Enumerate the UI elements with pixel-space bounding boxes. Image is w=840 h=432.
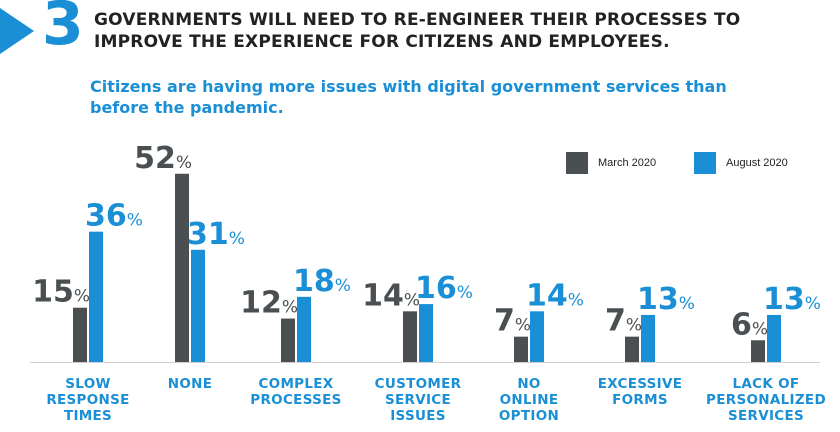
category-label-line: RESPONSE xyxy=(46,392,130,408)
category-label-line: CUSTOMER xyxy=(374,376,462,392)
data-label-august-none: 31% xyxy=(187,217,245,252)
data-label-march-customer-service-issues: 14% xyxy=(362,278,420,313)
category-label-slow-response-times: SLOW RESPONSE TIMES xyxy=(23,376,153,424)
chart-subtitle: Citizens are having more issues with dig… xyxy=(90,77,727,117)
bar-august-excessive-forms xyxy=(641,314,655,362)
section-number: 3 xyxy=(42,0,84,59)
category-label-line: EXCESSIVE xyxy=(597,376,683,392)
category-label-complex-processes: COMPLEX PROCESSES xyxy=(231,376,361,408)
data-label-march-none: 52% xyxy=(134,141,192,176)
category-label-line: ONLINE xyxy=(499,392,559,408)
bar-march-lack-of-personalized-services xyxy=(751,340,765,362)
data-label-august-no-online-option: 14% xyxy=(526,278,584,313)
data-label-august-excessive-forms: 13% xyxy=(637,282,695,317)
bar-march-slow-response-times xyxy=(73,307,87,362)
data-label-march-no-online-option: 7% xyxy=(494,304,531,339)
category-label-line: NO xyxy=(517,376,541,392)
legend-swatch-august xyxy=(694,152,716,174)
category-label-line: SLOW xyxy=(65,376,111,392)
bar-march-customer-service-issues xyxy=(403,311,417,362)
category-label-line: SERVICES xyxy=(727,408,805,424)
bar-august-no-online-option xyxy=(530,311,544,362)
data-label-march-slow-response-times: 15% xyxy=(32,275,90,310)
category-label-line: LACK OF xyxy=(732,376,800,392)
category-label-no-online-option: NO ONLINE OPTION xyxy=(464,376,594,424)
legend-swatch-march xyxy=(566,152,588,174)
category-label-line: OPTION xyxy=(498,408,560,424)
data-label-august-customer-service-issues: 16% xyxy=(415,271,473,306)
data-label-august-slow-response-times: 36% xyxy=(85,199,143,234)
bar-august-none xyxy=(191,249,205,362)
data-label-august-complex-processes: 18% xyxy=(293,264,351,299)
data-label-march-lack-of-personalized-services: 6% xyxy=(731,307,768,342)
data-label-august-lack-of-personalized-services: 13% xyxy=(763,282,821,317)
legend-label-march: March 2020 xyxy=(598,157,657,169)
bar-march-complex-processes xyxy=(281,318,295,362)
category-label-line: TIMES xyxy=(63,408,113,424)
category-label-excessive-forms: EXCESSIVE FORMS xyxy=(575,376,705,408)
bar-march-none xyxy=(175,173,189,362)
headline: GOVERNMENTS WILL NEED TO RE-ENGINEER THE… xyxy=(94,10,741,52)
category-label-line: FORMS xyxy=(612,392,668,408)
bar-march-excessive-forms xyxy=(625,336,639,362)
arrow-icon xyxy=(0,8,34,54)
bar-august-lack-of-personalized-services xyxy=(767,314,781,362)
category-label-line: ISSUES xyxy=(390,408,446,424)
category-label-line: SERVICE xyxy=(384,392,452,408)
category-label-none: NONE xyxy=(125,376,255,392)
legend-label-august: August 2020 xyxy=(726,157,788,169)
bar-august-customer-service-issues xyxy=(419,304,433,362)
category-label-line: PERSONALIZED xyxy=(706,392,826,408)
category-label-lack-of-personalized-services: LACK OF PERSONALIZED SERVICES xyxy=(701,376,831,424)
legend-item-march: March 2020 xyxy=(566,152,656,174)
category-label-line: PROCESSES xyxy=(250,392,342,408)
data-label-march-excessive-forms: 7% xyxy=(605,304,642,339)
category-label-line: COMPLEX xyxy=(258,376,334,392)
category-label-customer-service-issues: CUSTOMER SERVICE ISSUES xyxy=(353,376,483,424)
bar-august-complex-processes xyxy=(297,296,311,362)
bar-march-no-online-option xyxy=(514,336,528,362)
category-label-line: NONE xyxy=(167,376,213,392)
legend-item-august: August 2020 xyxy=(694,152,788,174)
bar-august-slow-response-times xyxy=(89,231,103,362)
data-label-march-complex-processes: 12% xyxy=(240,286,298,321)
